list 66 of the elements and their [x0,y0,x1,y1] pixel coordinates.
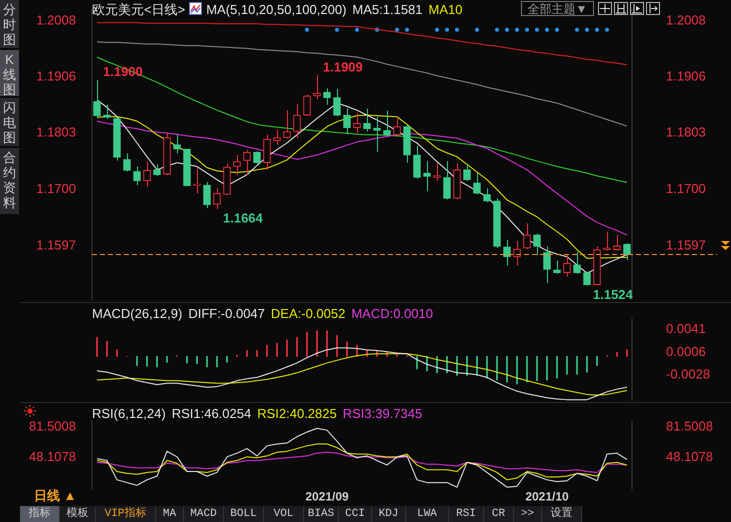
text: BOLL [224,506,264,522]
text: KDJ [372,506,406,522]
chart-subtitle: MA(5,10,20,50,100,200) MA5:1.1581 MA10 [206,2,462,17]
y-tick-label: 1.1597 [36,237,76,252]
candlestick [233,154,241,176]
chart-title: 欧元美元<日线> [92,2,186,17]
candlestick [413,145,421,180]
text: 日线 ▲ [34,488,76,504]
text: 模板 [60,506,96,522]
candlestick [613,234,621,252]
y-tick-label: 81.5008 [29,418,76,434]
text: LWA [406,506,449,522]
candlestick [173,134,181,154]
candlestick [293,104,301,139]
text: VIP指标 [96,506,156,522]
candlestick [353,112,361,134]
candlestick [443,160,451,200]
candlestick [483,188,491,203]
candlestick [203,181,211,209]
candlestick [403,125,411,164]
candlestick [453,162,461,200]
candlestick [383,110,391,136]
candlestick [523,222,531,250]
text: >> [514,506,542,522]
x-tick-label: 2021/09 [305,490,350,504]
annotation: 全部主题▼ [521,1,594,16]
candlestick [553,260,561,274]
y-tick-label: 48.1078 [29,449,76,464]
text: K线图 [2,52,16,97]
annotation: 1.1909 [323,59,363,74]
text: CR [484,506,514,522]
candlestick [333,88,341,117]
y-tick-label: 1.1906 [36,68,76,84]
text: 设置 [542,506,582,522]
candlestick [303,94,311,117]
text: CCI [339,506,372,522]
candlestick [163,132,171,176]
text: MACD [184,506,224,522]
y-tick-label: 0.0041 [666,321,706,336]
candlestick [543,246,551,284]
candlestick [593,246,601,286]
candlestick [343,108,351,135]
text: 闪电图 [2,100,16,145]
text: 指标 [20,506,60,522]
candlestick [93,80,101,119]
text: VOL [264,506,304,522]
y-tick-label: -0.0028 [666,366,710,382]
y-tick-label: 1.1803 [36,124,76,140]
x-tick-label: 2021/10 [525,490,570,504]
y-tick-label: 1.2008 [36,12,76,28]
annotation: 1.1664 [223,210,264,226]
annotation: 1.1524 [593,286,634,302]
candlestick [113,118,121,162]
text: BIAS [304,506,339,522]
candlestick [313,74,321,100]
text: RSI [449,506,484,522]
chart-subtitle: RSI(6,12,24) RSI1:46.0254 RSI2:40.2825 RSI3:39.7345 [92,406,422,421]
text: 合约资料 [2,150,16,210]
y-tick-label: 1.1700 [36,181,76,196]
candlestick [263,134,271,170]
chart-subtitle: MACD(26,12,9) DIFF:-0.0047 DEA:-0.0052 MACD:0.0010 [92,306,433,321]
text: 分时图 [2,2,16,47]
text: MA [156,506,184,522]
y-tick-label: 0.0006 [666,344,706,360]
candlestick [373,116,381,152]
candlestick [273,129,281,146]
